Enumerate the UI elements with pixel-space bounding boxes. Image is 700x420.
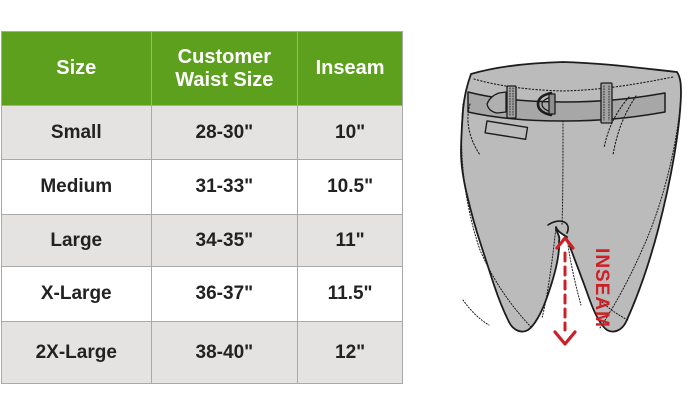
svg-text:INSEAM: INSEAM <box>591 248 612 328</box>
